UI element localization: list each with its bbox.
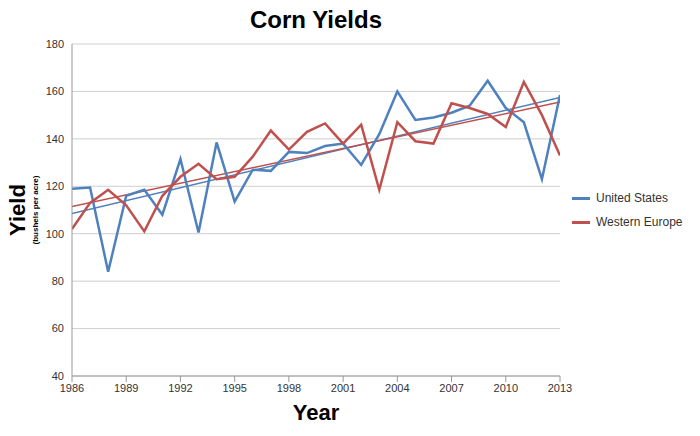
svg-text:80: 80: [52, 275, 64, 287]
html-text:Corn Yields: Corn Yields: [250, 6, 382, 33]
svg-text:180: 180: [46, 38, 64, 50]
html-text:Western Europe: Western Europe: [596, 215, 683, 229]
html-text:Yield: Yield: [5, 184, 30, 236]
svg-text:1986: 1986: [60, 382, 84, 394]
svg-text:1998: 1998: [277, 382, 301, 394]
svg-text:160: 160: [46, 85, 64, 97]
svg-text:40: 40: [52, 370, 64, 382]
svg-text:140: 140: [46, 133, 64, 145]
html-text:United States: United States: [596, 191, 668, 205]
svg-text:2013: 2013: [548, 382, 572, 394]
svg-text:1995: 1995: [222, 382, 246, 394]
svg-text:1989: 1989: [114, 382, 138, 394]
svg-text:100: 100: [46, 228, 64, 240]
html-text:(bushels per acre): (bushels per acre): [31, 175, 40, 245]
svg-text:2010: 2010: [494, 382, 518, 394]
html-text:Year: Year: [292, 400, 340, 425]
svg-text:2004: 2004: [385, 382, 409, 394]
svg-text:60: 60: [52, 322, 64, 334]
svg-text:2007: 2007: [439, 382, 463, 394]
svg-text:120: 120: [46, 180, 64, 192]
svg-text:2001: 2001: [331, 382, 355, 394]
svg-text:1992: 1992: [168, 382, 192, 394]
